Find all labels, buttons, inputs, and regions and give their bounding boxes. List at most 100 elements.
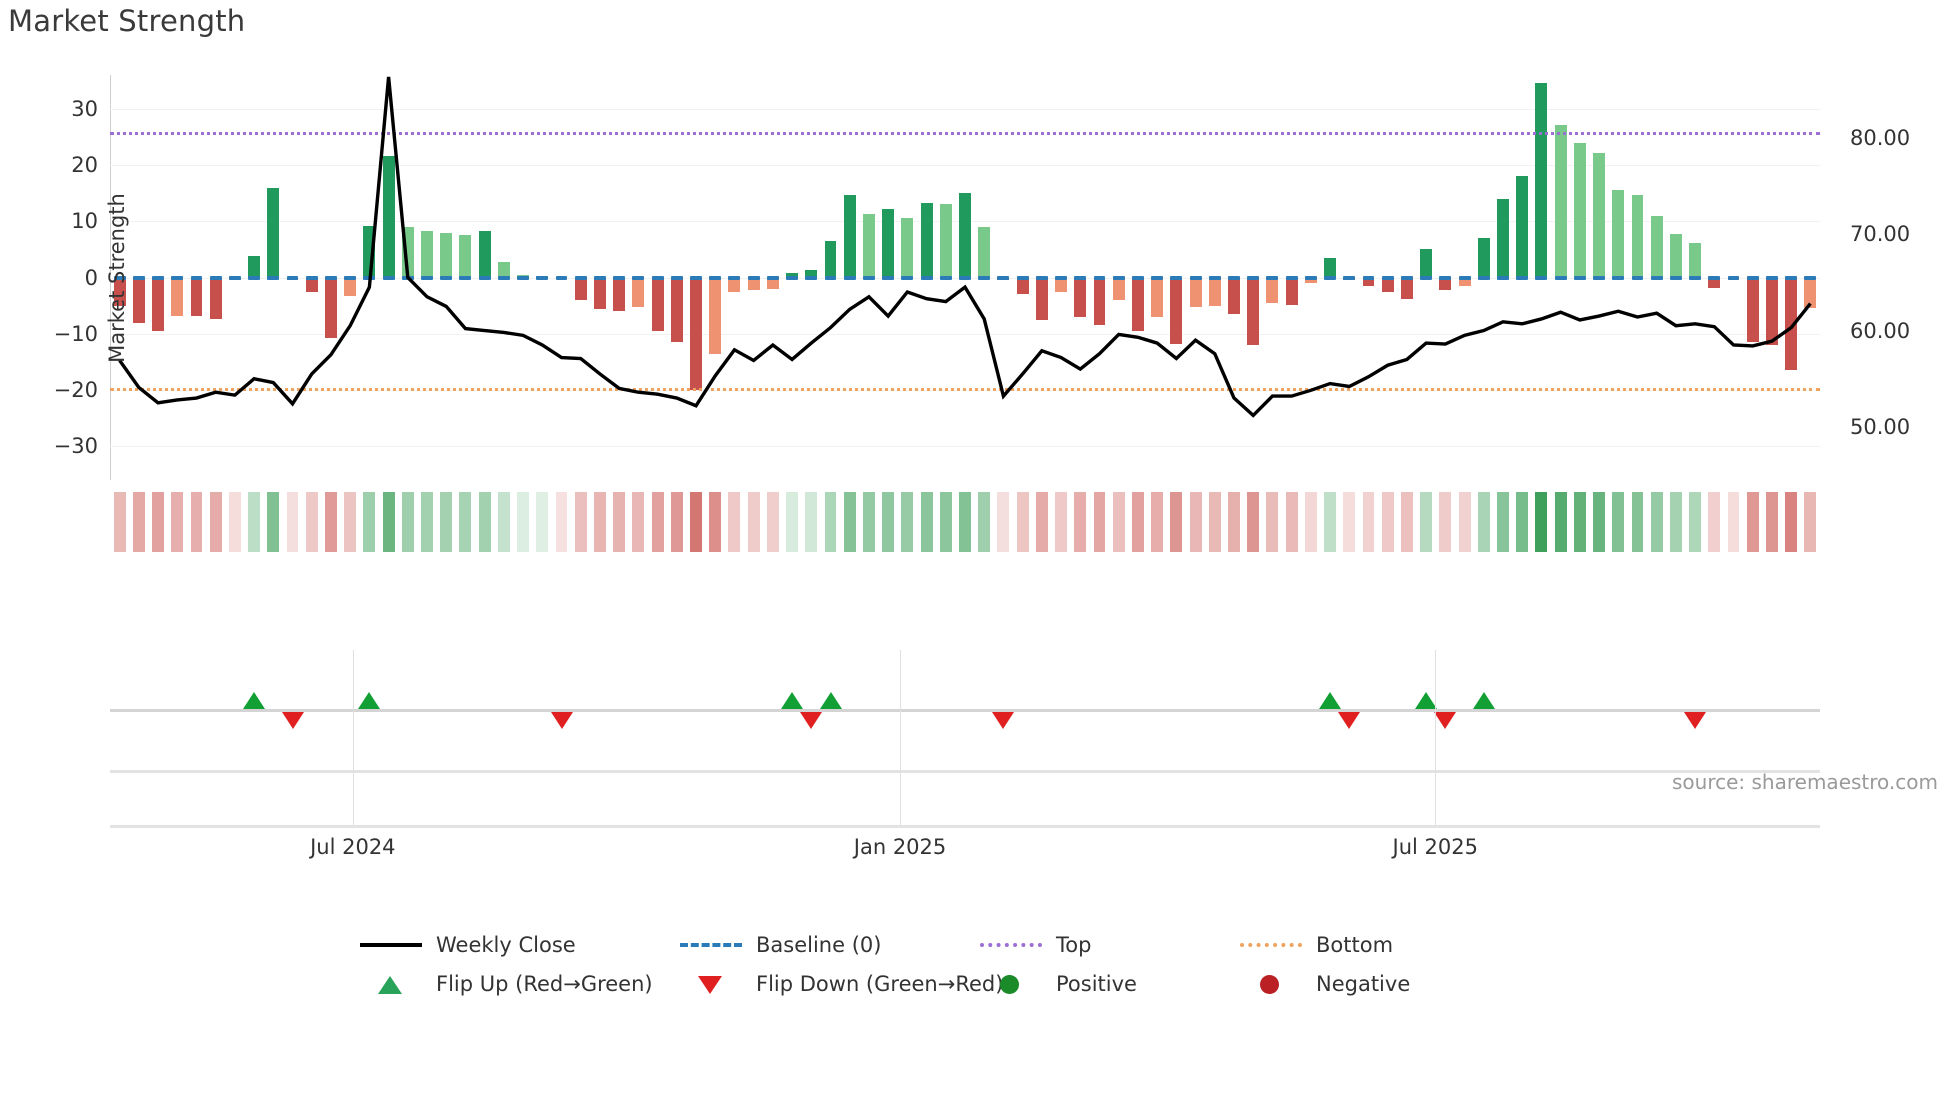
baseline-segment — [728, 275, 741, 280]
weekly-close-path — [118, 76, 1812, 418]
heatmap-cell — [1458, 492, 1471, 552]
legend-item-bottom[interactable]: Bottom — [1240, 925, 1393, 964]
heatmap-cell — [1074, 492, 1087, 552]
bar — [401, 226, 414, 278]
bar — [1477, 238, 1490, 278]
bar — [1785, 277, 1798, 371]
heatmap-cell — [632, 492, 645, 552]
heatmap-cell — [497, 492, 510, 552]
heatmap-cell — [190, 492, 203, 552]
heatmap-cell — [1266, 492, 1279, 552]
heatmap-cell — [1420, 492, 1433, 552]
flip-down-marker — [550, 712, 573, 729]
y2-axis-tick-label: 50.00 — [1850, 414, 1911, 439]
baseline-segment — [574, 275, 587, 280]
bar — [1324, 257, 1336, 278]
bar — [593, 277, 606, 309]
bar — [478, 230, 491, 278]
bar — [1035, 277, 1048, 320]
bar — [939, 204, 952, 278]
heatmap-cell — [478, 492, 491, 552]
heatmap-cell — [805, 492, 818, 552]
circle-icon — [1240, 974, 1302, 994]
heatmap-cell — [766, 492, 779, 552]
baseline-segment — [478, 275, 491, 280]
bar — [1151, 277, 1164, 317]
bar — [209, 277, 222, 319]
baseline-segment — [1497, 275, 1509, 280]
legend-item-positive[interactable]: Positive — [980, 964, 1137, 1003]
heatmap-cell — [959, 492, 971, 552]
heatmap-cell — [882, 492, 895, 552]
baseline-segment — [805, 275, 818, 280]
heatmap-cell — [113, 492, 126, 552]
baseline-segment — [1477, 275, 1490, 280]
flip-down-marker — [281, 712, 304, 729]
bar — [1381, 277, 1394, 292]
bar — [1497, 198, 1509, 278]
baseline-segment — [1727, 275, 1740, 280]
baseline-segment — [1035, 275, 1048, 280]
heatmap-cell — [1151, 492, 1164, 552]
heatmap-cell — [363, 492, 376, 552]
source-attribution: source: sharemaestro.com — [1672, 770, 1938, 794]
heatmap-cell — [440, 492, 453, 552]
legend-item-flip-up[interactable]: Flip Up (Red→Green) — [360, 964, 653, 1003]
y-axis-tick-label: −30 — [53, 434, 98, 459]
heatmap-cell — [152, 492, 164, 552]
heatmap-cell — [690, 492, 702, 552]
legend-item-baseline[interactable]: Baseline (0) — [680, 925, 881, 964]
baseline-segment — [1593, 275, 1605, 280]
heatmap-cell — [1247, 492, 1260, 552]
dashed-line-icon — [680, 935, 742, 955]
flip-axis-line — [110, 709, 1820, 712]
bar — [1516, 176, 1529, 278]
baseline-segment — [1766, 275, 1778, 280]
baseline-segment — [1554, 275, 1567, 280]
legend-item-top[interactable]: Top — [980, 925, 1091, 964]
baseline-segment — [421, 275, 433, 280]
heatmap-cell — [978, 492, 991, 552]
bar — [1170, 277, 1183, 344]
bar — [1055, 277, 1068, 292]
heatmap-cell — [305, 492, 318, 552]
baseline-segment — [709, 275, 722, 280]
heatmap-cell — [728, 492, 741, 552]
bar — [1131, 277, 1144, 331]
flip-down-marker — [1434, 712, 1457, 729]
bar — [1689, 242, 1702, 278]
baseline-segment — [1131, 275, 1144, 280]
bar — [690, 277, 702, 390]
baseline-segment — [1631, 275, 1644, 280]
legend-item-negative[interactable]: Negative — [1240, 964, 1410, 1003]
heatmap-cell — [1554, 492, 1567, 552]
baseline-segment — [1208, 275, 1221, 280]
bar — [152, 277, 164, 331]
heatmap-cell — [1689, 492, 1702, 552]
baseline-segment — [959, 275, 971, 280]
legend-item-flip-down[interactable]: Flip Down (Green→Red) — [680, 964, 1003, 1003]
heatmap-cell — [574, 492, 587, 552]
heatmap-cell — [1131, 492, 1144, 552]
baseline-segment — [1266, 275, 1279, 280]
legend-item-weekly-close[interactable]: Weekly Close — [360, 925, 576, 964]
baseline-segment — [440, 275, 453, 280]
y-axis-tick-label: −10 — [53, 321, 98, 346]
heatmap-cell — [1362, 492, 1375, 552]
bar — [632, 277, 645, 307]
heatmap-cell — [228, 492, 241, 552]
baseline-segment — [286, 275, 299, 280]
bar — [805, 269, 818, 278]
baseline-segment — [1016, 275, 1029, 280]
bar — [1285, 277, 1298, 305]
baseline-segment — [1362, 275, 1375, 280]
heatmap-cell — [939, 492, 952, 552]
bar — [1304, 277, 1317, 284]
heatmap-cell — [593, 492, 606, 552]
flip-down-marker — [1684, 712, 1707, 729]
heatmap-cell — [1170, 492, 1183, 552]
bar — [1016, 277, 1029, 295]
heatmap-cell — [901, 492, 914, 552]
heatmap-cell — [920, 492, 933, 552]
triangle-down-icon — [680, 974, 742, 994]
